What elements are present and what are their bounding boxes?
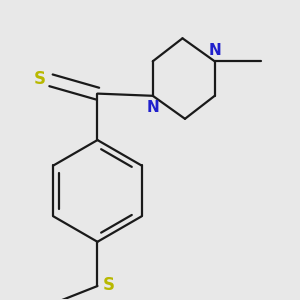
- Text: N: N: [146, 100, 159, 115]
- Text: N: N: [208, 43, 221, 58]
- Text: S: S: [34, 70, 46, 88]
- Text: S: S: [103, 276, 115, 294]
